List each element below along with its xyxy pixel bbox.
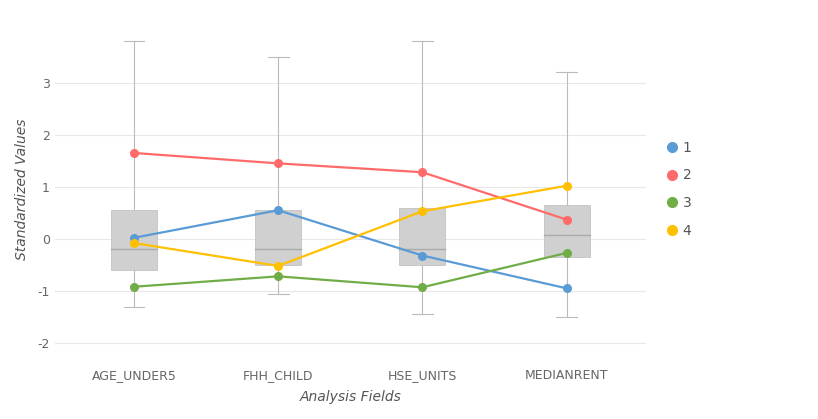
1 [562, 286, 572, 291]
1 [417, 253, 427, 258]
4 [417, 209, 427, 214]
1 [273, 208, 283, 213]
Bar [399, 208, 446, 265]
Line: 3: 3 [130, 249, 570, 291]
1 [129, 235, 139, 241]
4 [129, 241, 139, 246]
4 [273, 264, 283, 269]
Line: 2: 2 [130, 149, 570, 223]
Y-axis label: Standardized Values: Standardized Values [15, 119, 29, 260]
3 [562, 251, 572, 256]
Bar [543, 205, 590, 257]
2 [129, 150, 139, 155]
Legend: 1, 2, 3, 4: 1, 2, 3, 4 [665, 137, 696, 243]
Bar [255, 210, 301, 265]
4 [562, 183, 572, 188]
3 [417, 285, 427, 290]
Line: 1: 1 [130, 207, 570, 292]
2 [417, 170, 427, 175]
2 [562, 217, 572, 222]
Line: 4: 4 [130, 182, 570, 270]
Bar [110, 210, 157, 270]
3 [129, 284, 139, 289]
2 [273, 161, 283, 166]
3 [273, 274, 283, 279]
X-axis label: Analysis Fields: Analysis Fields [299, 390, 401, 404]
